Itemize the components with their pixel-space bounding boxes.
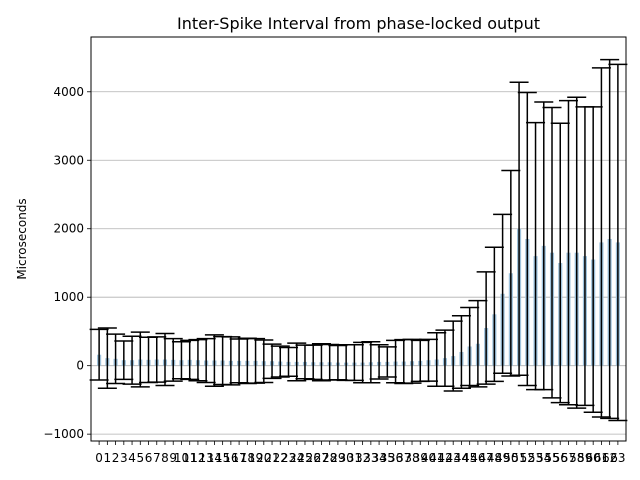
x-tick-label: 53 (528, 451, 543, 465)
x-tick-label: 13 (199, 451, 214, 465)
x-tick-label: 26 (306, 451, 321, 465)
x-tick-label: 16 (223, 451, 238, 465)
x-tick-label: 38 (404, 451, 419, 465)
x-tick-label: 33 (363, 451, 378, 465)
y-tick-label: 0 (76, 359, 84, 373)
x-tick-label: 49 (495, 451, 510, 465)
x-tick-label: 29 (330, 451, 345, 465)
x-tick-label: 51 (511, 451, 526, 465)
x-tick-label: 17 (231, 451, 246, 465)
x-tick-label: 61 (594, 451, 609, 465)
x-tick-label: 40 (421, 451, 436, 465)
x-tick-label: 8 (161, 451, 169, 465)
x-tick-label: 46 (470, 451, 485, 465)
x-tick-label: 59 (577, 451, 592, 465)
x-tick-label: 50 (503, 451, 518, 465)
x-tick-label: 20 (256, 451, 271, 465)
x-tick-label: 27 (314, 451, 329, 465)
y-tick-label: 4000 (53, 85, 84, 99)
x-tick-label: 0 (95, 451, 103, 465)
x-tick-label: 58 (569, 451, 584, 465)
x-tick-label: 2 (112, 451, 120, 465)
x-tick-label: 55 (544, 451, 559, 465)
y-tick-label: 1000 (53, 290, 84, 304)
x-tick-label: 31 (347, 451, 362, 465)
y-axis-ticks: −1000 0 1000 2000 3000 4000 (43, 85, 91, 441)
x-axis-ticks: 0 1 2 3 4 5 6 7 8 9101112131415161718192021222324… (95, 441, 626, 465)
x-tick-label: 14 (207, 451, 222, 465)
x-tick-label: 63 (610, 451, 625, 465)
x-tick-label: 54 (536, 451, 551, 465)
y-tick-label: 2000 (53, 222, 84, 236)
x-tick-label: 39 (413, 451, 428, 465)
x-tick-label: 44 (454, 451, 469, 465)
x-tick-label: 37 (396, 451, 411, 465)
x-tick-label: 9 (169, 451, 177, 465)
x-tick-label: 60 (586, 451, 601, 465)
x-tick-label: 47 (478, 451, 493, 465)
x-tick-label: 21 (264, 451, 279, 465)
x-tick-label: 42 (437, 451, 452, 465)
x-tick-label: 52 (520, 451, 535, 465)
x-tick-label: 32 (355, 451, 370, 465)
y-tick-label: −1000 (43, 427, 84, 441)
chart-title: Inter-Spike Interval from phase-locked o… (177, 14, 540, 33)
y-axis-label: Microseconds (15, 198, 29, 279)
x-tick-label: 28 (322, 451, 337, 465)
x-tick-label: 36 (388, 451, 403, 465)
x-tick-label: 11 (182, 451, 197, 465)
x-tick-label: 7 (153, 451, 161, 465)
x-tick-label: 19 (248, 451, 263, 465)
x-tick-label: 57 (561, 451, 576, 465)
x-tick-label: 6 (145, 451, 153, 465)
x-tick-label: 5 (136, 451, 144, 465)
x-tick-label: 41 (429, 451, 444, 465)
x-tick-label: 35 (380, 451, 395, 465)
x-tick-label: 4 (128, 451, 136, 465)
x-tick-label: 43 (446, 451, 461, 465)
x-tick-label: 3 (120, 451, 128, 465)
x-tick-label: 56 (553, 451, 568, 465)
x-tick-label: 10 (174, 451, 189, 465)
plot-frame (90, 36, 627, 442)
x-tick-label: 22 (273, 451, 288, 465)
error-bars (89, 58, 628, 422)
x-tick-label: 23 (281, 451, 296, 465)
x-tick-label: 25 (297, 451, 312, 465)
x-tick-label: 48 (487, 451, 502, 465)
x-tick-label: 1 (104, 451, 112, 465)
x-tick-label: 18 (240, 451, 255, 465)
x-tick-label: 24 (289, 451, 304, 465)
x-tick-label: 30 (339, 451, 354, 465)
y-tick-label: 3000 (53, 153, 84, 167)
x-tick-label: 62 (602, 451, 617, 465)
x-tick-label: 45 (462, 451, 477, 465)
x-tick-label: 15 (215, 451, 230, 465)
x-tick-label: 12 (190, 451, 205, 465)
x-tick-label: 34 (371, 451, 386, 465)
